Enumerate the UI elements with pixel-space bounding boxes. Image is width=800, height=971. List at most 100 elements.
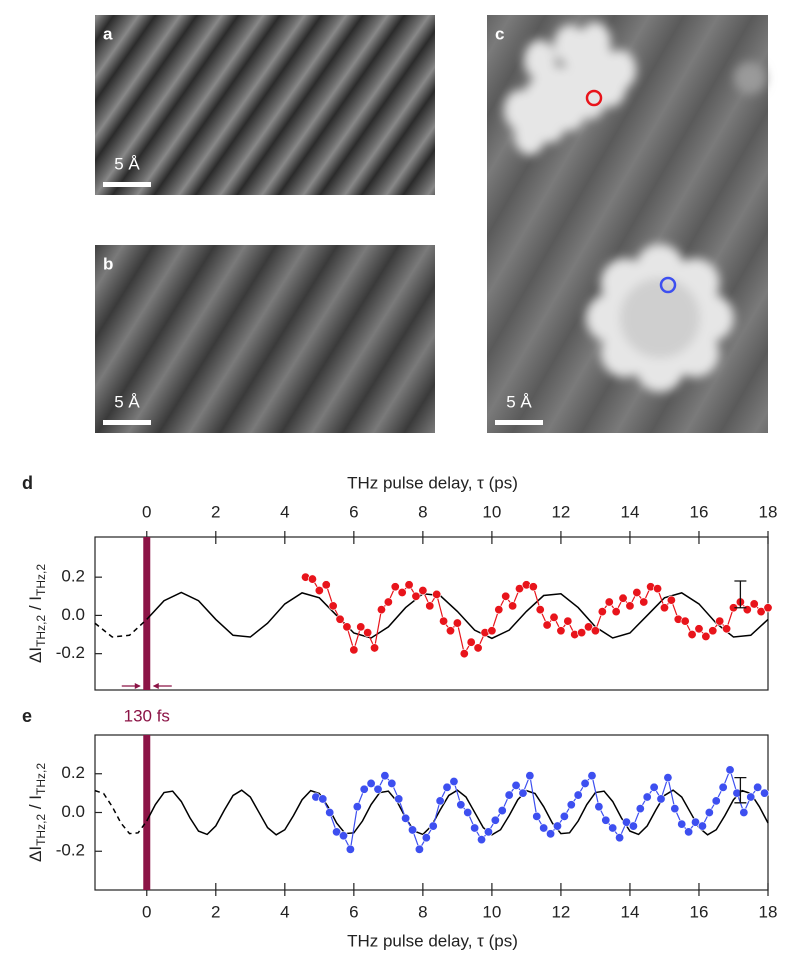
data-point (463, 807, 473, 817)
data-point (445, 626, 455, 636)
y-tick-label: -0.2 (56, 841, 85, 860)
data-point (742, 605, 752, 615)
y-axis-label: ΔITHz,2 / ITHz,2 (26, 564, 48, 663)
data-point (749, 599, 759, 609)
data-point (483, 827, 493, 837)
data-point (580, 778, 590, 788)
stm-image-b (95, 245, 435, 433)
x-tick-label: 2 (211, 502, 220, 521)
y-label-part: ΔI (26, 846, 45, 862)
y-tick-label: 0.0 (61, 605, 85, 624)
data-point (597, 607, 607, 617)
data-point (349, 645, 359, 655)
plot-frame (94, 536, 769, 691)
data-point (532, 811, 542, 821)
data-point (601, 815, 611, 825)
fit-curve (94, 618, 148, 638)
x-tick-label: 14 (620, 502, 639, 521)
data-point (338, 831, 348, 841)
panel-label: a (103, 24, 113, 43)
data-point (383, 597, 393, 607)
data-point (539, 823, 549, 833)
data-line (315, 768, 765, 852)
x-tick-label: 8 (418, 902, 427, 921)
blue-marker (659, 276, 677, 294)
data-point (356, 622, 366, 632)
lobe (734, 62, 766, 94)
data-point (452, 618, 462, 628)
data-point (511, 780, 521, 790)
data-point (573, 790, 583, 800)
data-point (439, 616, 449, 626)
data-point (715, 616, 725, 626)
x-tick-label: 2 (211, 902, 220, 921)
panel-label: b (103, 254, 113, 273)
data-point (425, 601, 435, 611)
y-label-subscript: THz,2 (34, 615, 48, 647)
data-point (684, 827, 694, 837)
data-point (380, 771, 390, 781)
y-label-subscript: THz,2 (34, 564, 48, 596)
x-tick-label: 18 (759, 502, 778, 521)
stm-image-c (487, 15, 768, 433)
x-tick-label: 12 (551, 902, 570, 921)
data-point (390, 582, 400, 592)
stm-image-a (95, 15, 435, 195)
data-point (760, 788, 770, 798)
data-point (639, 597, 649, 607)
data-point (584, 622, 594, 632)
data-point (625, 601, 635, 611)
data-point (691, 817, 701, 827)
data-point (352, 802, 362, 812)
data-point (459, 649, 469, 659)
data-point (518, 788, 528, 798)
data-point (535, 605, 545, 615)
x-tick-label: 4 (280, 502, 289, 521)
data-point (563, 616, 573, 626)
scale-bar-label: 5 Å (506, 392, 532, 411)
lobe (620, 278, 700, 358)
data-point (494, 605, 504, 615)
data-point (649, 782, 659, 792)
pulse-bar (143, 537, 151, 690)
x-tick-label: 0 (142, 502, 151, 521)
x-tick-label: 16 (690, 902, 709, 921)
data-point (321, 580, 331, 590)
error-bar (734, 776, 747, 804)
plot-frame (94, 734, 769, 891)
data-point (618, 593, 628, 603)
x-axis-label: THz pulse delay, τ (ps) (347, 931, 518, 950)
image-area (95, 15, 435, 195)
y-label-subscript: THz,2 (34, 763, 48, 795)
data-point (697, 821, 707, 831)
data-point (473, 643, 483, 653)
data-point (449, 776, 459, 786)
data-point (608, 823, 618, 833)
image-area (95, 245, 435, 433)
y-label-part: ΔI (26, 647, 45, 663)
data-point (408, 825, 418, 835)
data-point (456, 800, 466, 810)
data-point (501, 591, 511, 601)
chart: d 0 2 4 6 8 10 12 14 16 18 THz pulse delay, τ (ps) -… (22, 473, 777, 726)
data-point (711, 796, 721, 806)
data-point (552, 821, 562, 831)
chart: e 0 2 4 6 8 10 12 14 16 18 THz pulse delay, τ (ps) -… (22, 706, 777, 951)
data-point (508, 601, 518, 611)
data-point (363, 628, 373, 638)
data-point (756, 607, 766, 617)
data-point (359, 784, 369, 794)
data-point (656, 794, 666, 804)
data-point (314, 586, 324, 596)
data-point (701, 631, 711, 641)
data-point (376, 605, 386, 615)
data-point (549, 612, 559, 622)
x-tick-label: 6 (349, 502, 358, 521)
data-point (746, 792, 756, 802)
data-point (487, 626, 497, 636)
data-point (470, 823, 480, 833)
data-point (559, 811, 569, 821)
x-tick-label: 8 (418, 502, 427, 521)
scale-bar-label: 5 Å (114, 392, 140, 411)
fit-curve (146, 789, 769, 836)
